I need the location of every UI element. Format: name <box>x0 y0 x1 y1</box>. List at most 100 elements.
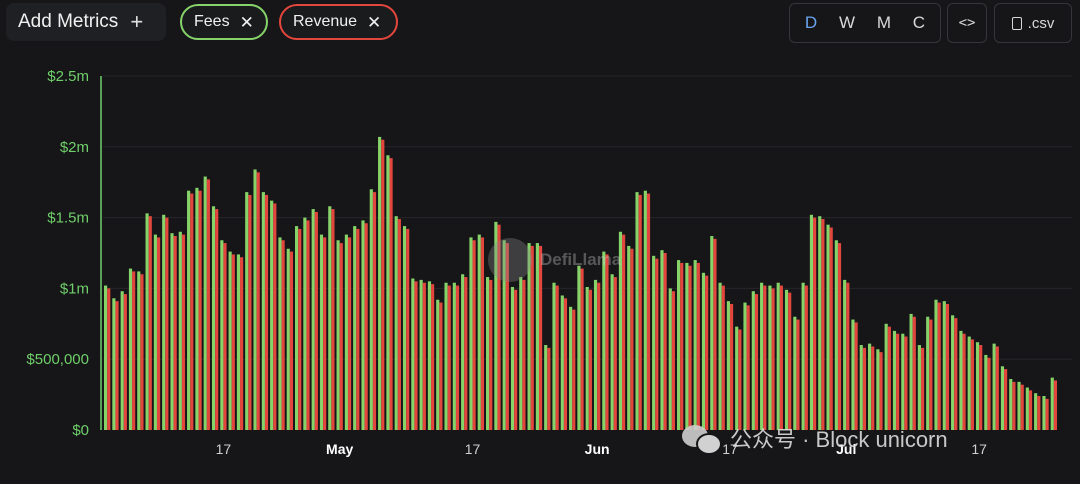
bar-revenue[interactable] <box>107 288 111 430</box>
bar-revenue[interactable] <box>530 245 534 430</box>
bar-fees[interactable] <box>295 226 299 430</box>
bar-revenue[interactable] <box>1037 396 1041 430</box>
bar-fees[interactable] <box>378 136 382 430</box>
bar-fees[interactable] <box>120 291 124 430</box>
bar-fees[interactable] <box>818 216 822 430</box>
bar-revenue[interactable] <box>655 258 659 430</box>
bar-fees[interactable] <box>635 192 639 430</box>
bar-fees[interactable] <box>187 190 191 430</box>
bar-revenue[interactable] <box>862 347 867 430</box>
bar-revenue[interactable] <box>397 219 401 430</box>
bar-revenue[interactable] <box>306 220 310 430</box>
bar-fees[interactable] <box>552 282 556 430</box>
bar-revenue[interactable] <box>588 289 592 430</box>
bar-revenue[interactable] <box>406 228 410 430</box>
bar-fees[interactable] <box>353 226 357 430</box>
bar-fees[interactable] <box>477 234 481 430</box>
bar-revenue[interactable] <box>455 285 460 430</box>
bar-revenue[interactable] <box>264 194 269 430</box>
bar-revenue[interactable] <box>962 333 966 430</box>
bar-fees[interactable] <box>726 301 730 430</box>
bar-revenue[interactable] <box>273 203 277 430</box>
bar-fees[interactable] <box>917 345 921 430</box>
bar-fees[interactable] <box>768 285 772 430</box>
bar-fees[interactable] <box>419 279 423 430</box>
bar-revenue[interactable] <box>945 303 950 430</box>
bar-fees[interactable] <box>336 240 340 430</box>
bar-fees[interactable] <box>494 221 498 430</box>
bar-revenue[interactable] <box>979 345 983 430</box>
bar-revenue[interactable] <box>1053 380 1058 430</box>
bar-fees[interactable] <box>967 336 971 430</box>
interval-month-button[interactable]: M <box>876 13 891 32</box>
bar-revenue[interactable] <box>281 240 285 430</box>
bar-revenue[interactable] <box>547 347 551 430</box>
bar-revenue[interactable] <box>206 179 210 430</box>
bar-fees[interactable] <box>112 298 116 430</box>
bar-fees[interactable] <box>228 251 232 430</box>
bar-fees[interactable] <box>959 330 963 430</box>
bar-revenue[interactable] <box>156 237 161 430</box>
bar-revenue[interactable] <box>298 228 302 430</box>
bar-fees[interactable] <box>502 240 506 430</box>
bar-fees[interactable] <box>701 272 706 430</box>
bar-revenue[interactable] <box>746 305 750 430</box>
bar-fees[interactable] <box>162 214 166 430</box>
bar-fees[interactable] <box>859 345 863 430</box>
bar-revenue[interactable] <box>223 243 227 430</box>
bar-fees[interactable] <box>610 274 614 430</box>
bar-revenue[interactable] <box>364 223 368 430</box>
bar-fees[interactable] <box>461 274 465 430</box>
bar-revenue[interactable] <box>954 318 958 430</box>
bar-fees[interactable] <box>1000 366 1005 430</box>
bar-revenue[interactable] <box>165 217 169 430</box>
bar-revenue[interactable] <box>356 228 360 430</box>
bar-revenue[interactable] <box>713 238 717 430</box>
close-icon[interactable]: ✕ <box>367 12 382 32</box>
bar-revenue[interactable] <box>240 257 244 430</box>
interval-cumulative-button[interactable]: C <box>912 13 926 32</box>
bar-fees[interactable] <box>286 248 290 430</box>
bar-revenue[interactable] <box>796 319 800 430</box>
bar-fees[interactable] <box>170 233 174 430</box>
bar-fees[interactable] <box>901 333 905 430</box>
bar-fees[interactable] <box>992 343 996 430</box>
bar-revenue[interactable] <box>622 234 626 430</box>
bar-fees[interactable] <box>593 279 598 430</box>
embed-button[interactable]: <> <box>947 3 987 43</box>
bar-revenue[interactable] <box>763 285 767 430</box>
bar-revenue[interactable] <box>464 277 468 430</box>
bar-revenue[interactable] <box>439 302 443 430</box>
bar-fees[interactable] <box>735 326 739 430</box>
bar-revenue[interactable] <box>1045 398 1049 430</box>
bar-revenue[interactable] <box>331 209 335 430</box>
bar-fees[interactable] <box>560 295 564 430</box>
bar-fees[interactable] <box>369 189 373 430</box>
bar-fees[interactable] <box>652 255 656 430</box>
bar-fees[interactable] <box>1042 396 1046 430</box>
bar-revenue[interactable] <box>671 291 676 430</box>
bar-revenue[interactable] <box>563 298 568 430</box>
metric-pill-revenue[interactable]: Revenue ✕ <box>279 4 398 40</box>
bar-revenue[interactable] <box>231 254 235 430</box>
bar-fees[interactable] <box>975 342 980 430</box>
bar-revenue[interactable] <box>696 262 700 430</box>
bar-revenue[interactable] <box>970 339 974 430</box>
bar-revenue[interactable] <box>447 285 451 430</box>
bar-fees[interactable] <box>884 323 888 430</box>
bar-revenue[interactable] <box>821 219 825 430</box>
bar-fees[interactable] <box>411 278 415 430</box>
bar-fees[interactable] <box>801 282 805 430</box>
bar-revenue[interactable] <box>920 347 925 430</box>
bar-revenue[interactable] <box>771 288 775 430</box>
bar-revenue[interactable] <box>497 224 501 430</box>
download-csv-button[interactable]: .csv <box>994 3 1072 43</box>
bar-revenue[interactable] <box>181 234 186 430</box>
bar-revenue[interactable] <box>480 237 485 430</box>
bar-fees[interactable] <box>677 260 681 430</box>
bar-revenue[interactable] <box>339 243 343 430</box>
bar-revenue[interactable] <box>248 194 252 430</box>
bar-revenue[interactable] <box>389 158 393 430</box>
bar-fees[interactable] <box>527 243 531 430</box>
bar-revenue[interactable] <box>721 285 725 430</box>
